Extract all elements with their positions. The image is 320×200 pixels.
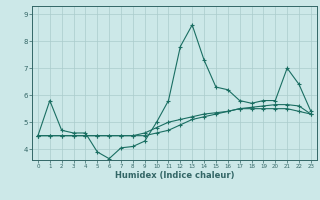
X-axis label: Humidex (Indice chaleur): Humidex (Indice chaleur) xyxy=(115,171,234,180)
